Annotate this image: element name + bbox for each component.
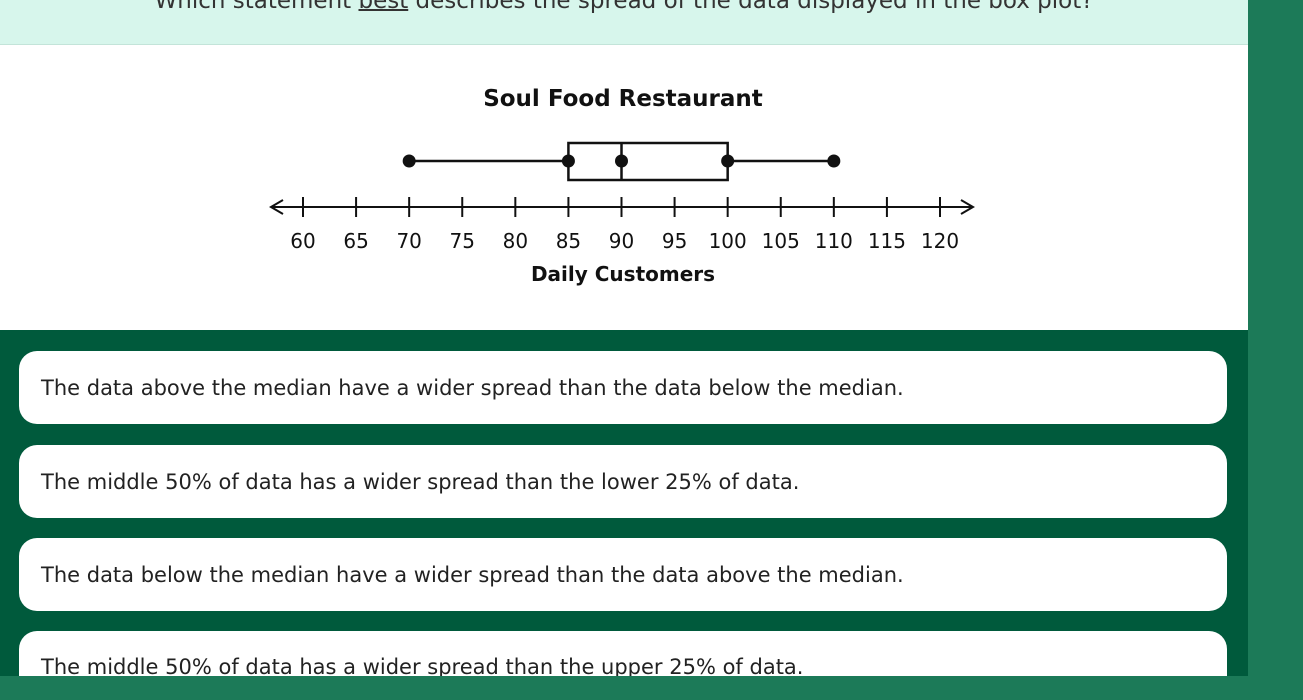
tick-label-115: 115 [868, 229, 906, 253]
tick-label-70: 70 [396, 229, 421, 253]
point-q3 [721, 154, 735, 168]
answer-choice-a[interactable]: The data above the median have a wider s… [19, 351, 1227, 424]
question-text: Which statement best describes the sprea… [0, 0, 1248, 14]
tick-label-85: 85 [556, 229, 581, 253]
tick-label-75: 75 [450, 229, 475, 253]
question-emphasis: best [358, 0, 409, 14]
question-text-end: describes the spread of the data display… [408, 0, 1094, 14]
tick-label-60: 60 [290, 229, 315, 253]
box-plot-chart: Soul Food Restaurant 60 65 70 75 80 85 90 95 100 1… [269, 86, 975, 286]
iqr-box [567, 141, 729, 182]
chart-title: Soul Food Restaurant [483, 86, 763, 112]
tick-label-95: 95 [662, 229, 687, 253]
left-arrow-icon [269, 199, 284, 215]
point-q1 [561, 154, 575, 168]
answer-choice-a-label: The data above the median have a wider s… [41, 375, 904, 400]
bottom-strip [0, 676, 1303, 700]
tick-label-65: 65 [343, 229, 368, 253]
answer-choice-b-label: The middle 50% of data has a wider sprea… [41, 469, 800, 494]
point-median [615, 154, 628, 168]
tick-label-80: 80 [503, 229, 528, 253]
tick-label-120: 120 [921, 229, 959, 253]
answer-choice-c-label: The data below the median have a wider s… [41, 562, 904, 587]
figure-panel: Soul Food Restaurant 60 65 70 75 80 85 90 95 100 1… [0, 45, 1248, 330]
question-text-start: Which statement [154, 0, 359, 14]
answer-choice-c[interactable]: The data below the median have a wider s… [19, 538, 1227, 611]
right-arrow-icon [960, 199, 975, 215]
question-bar: Which statement best describes the sprea… [0, 0, 1248, 45]
point-max [827, 154, 841, 168]
tick-label-100: 100 [709, 229, 747, 253]
answer-choice-d-label: The middle 50% of data has a wider sprea… [41, 655, 804, 676]
point-min [402, 154, 416, 168]
x-axis-label: Daily Customers [531, 262, 715, 286]
answer-choices: The data above the median have a wider s… [0, 330, 1248, 676]
tick-label-110: 110 [815, 229, 853, 253]
answer-choice-b[interactable]: The middle 50% of data has a wider sprea… [19, 445, 1227, 518]
tick-label-90: 90 [609, 229, 634, 253]
tick-label-105: 105 [762, 229, 800, 253]
answer-choice-d[interactable]: The middle 50% of data has a wider sprea… [19, 631, 1227, 676]
